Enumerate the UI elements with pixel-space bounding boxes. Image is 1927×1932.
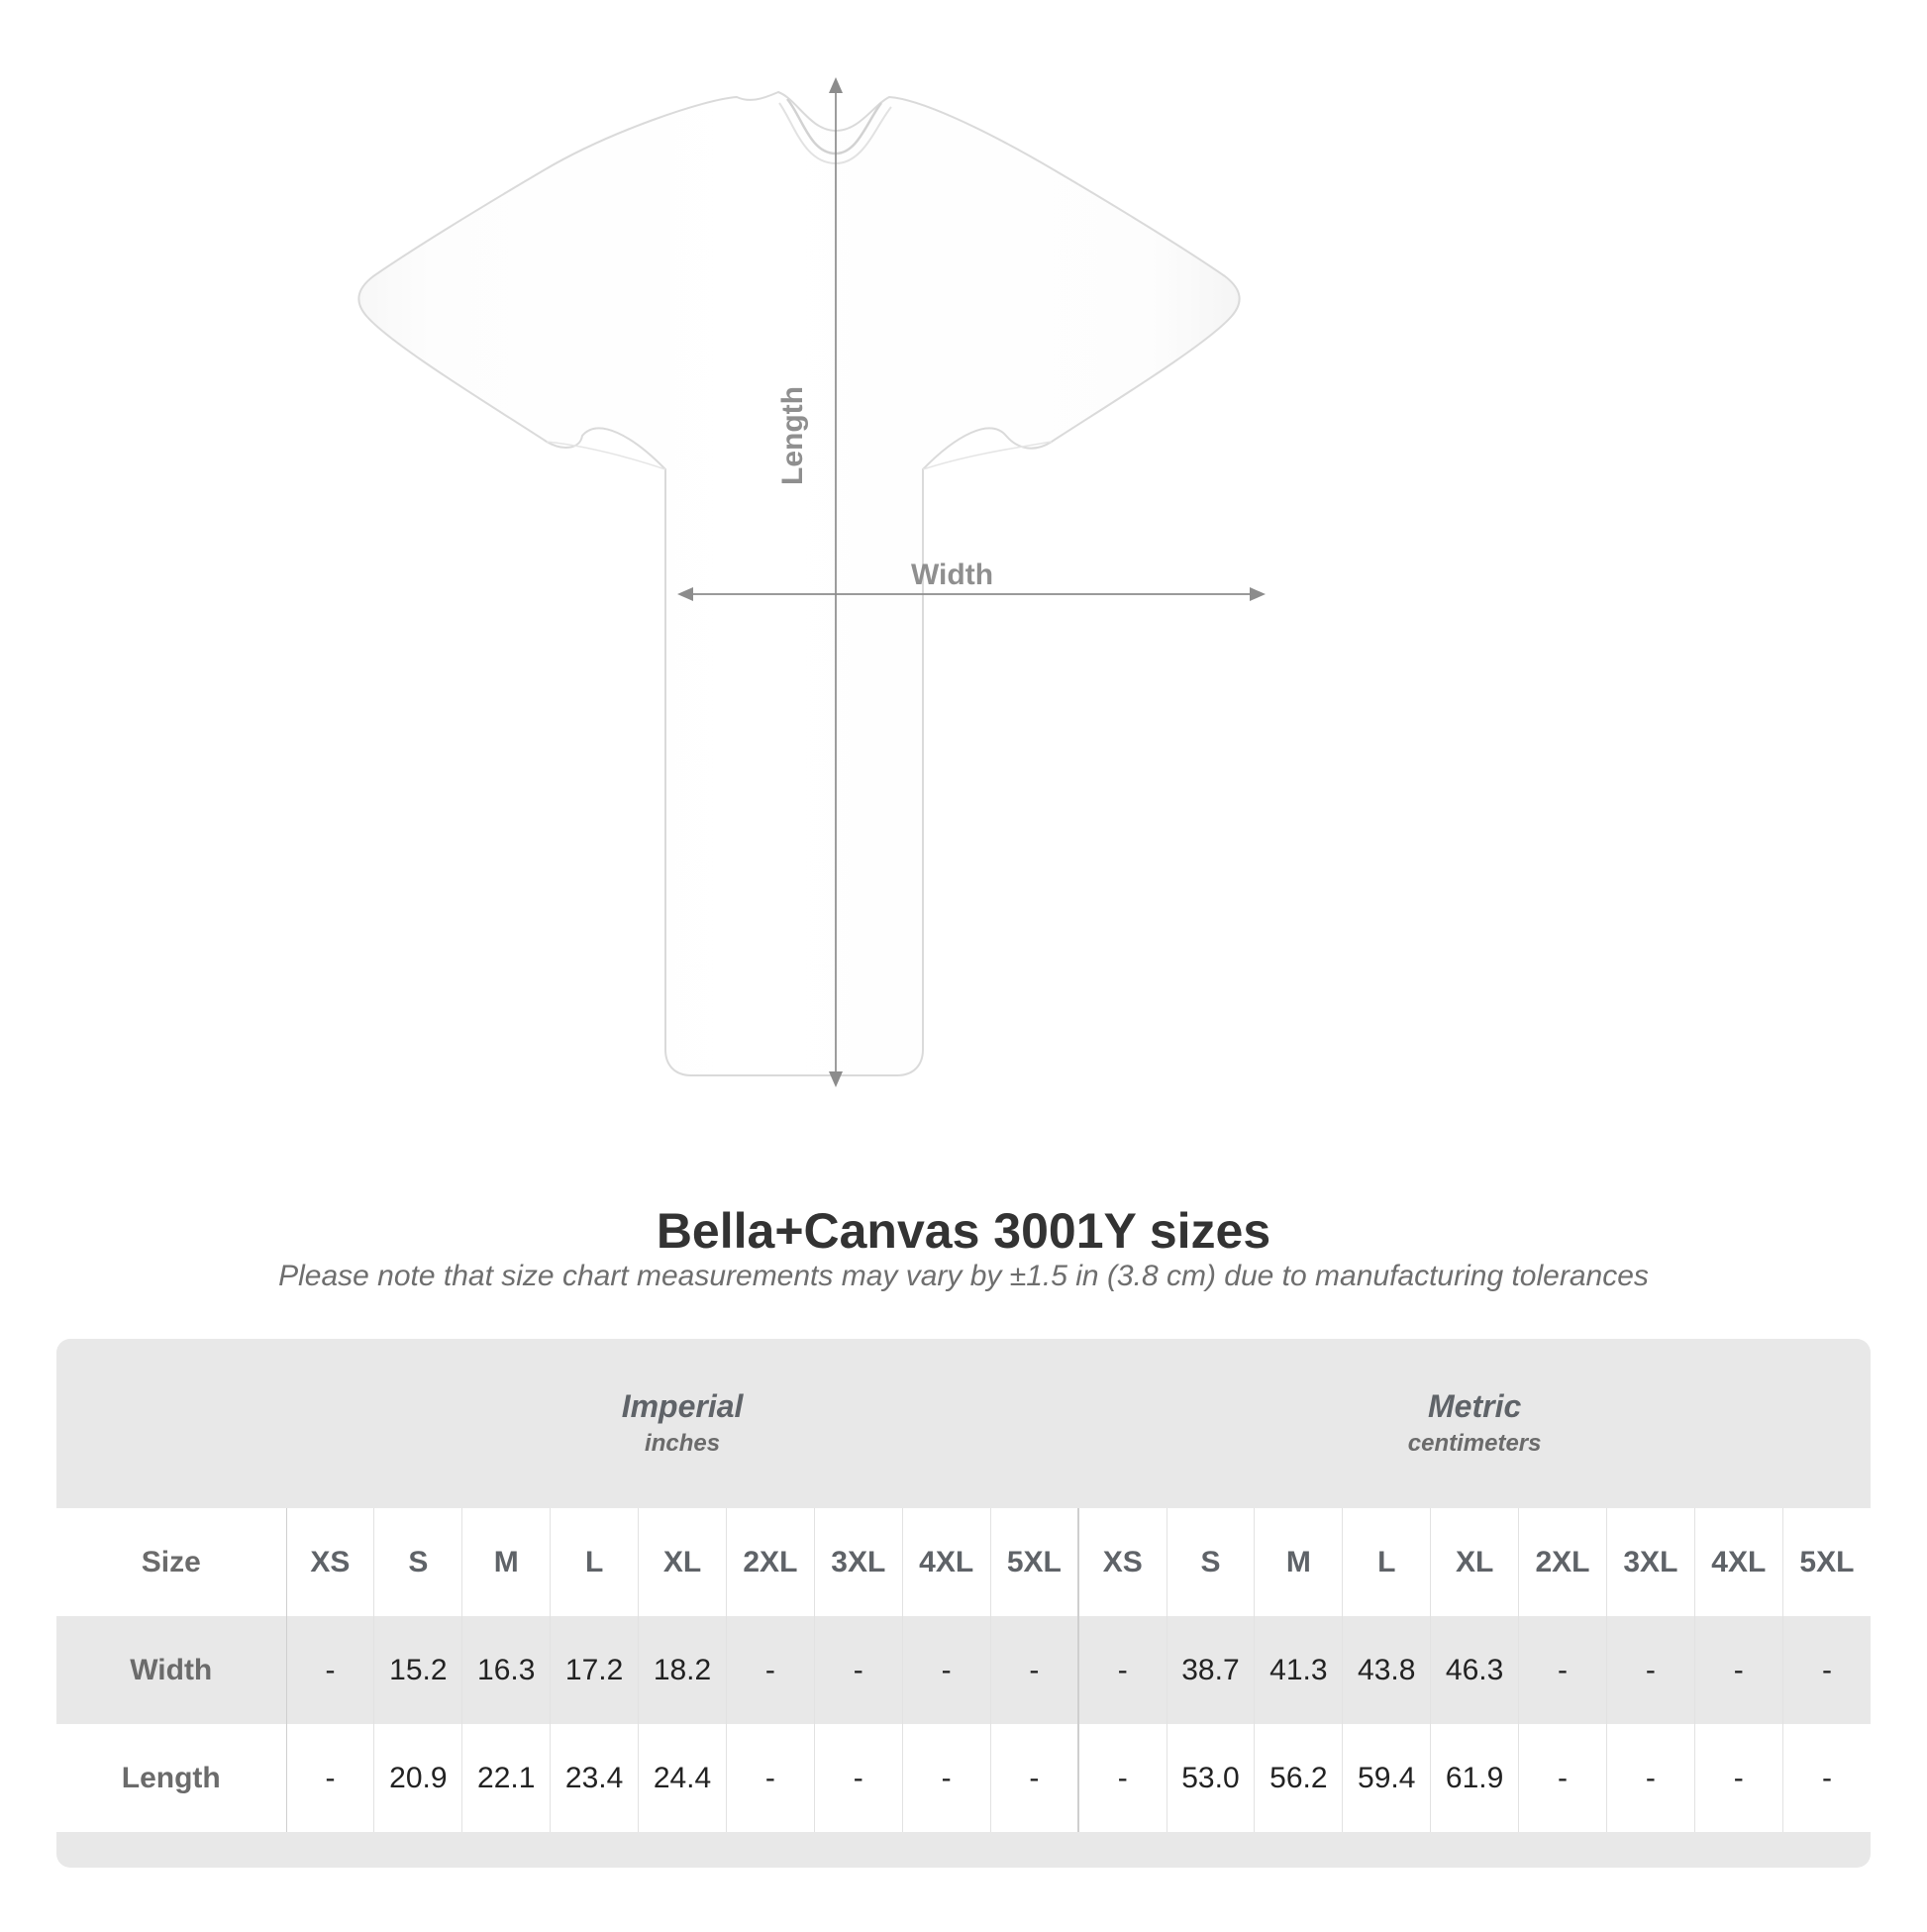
- svg-text:Width: Width: [911, 559, 993, 591]
- svg-text:Length: Length: [776, 386, 809, 485]
